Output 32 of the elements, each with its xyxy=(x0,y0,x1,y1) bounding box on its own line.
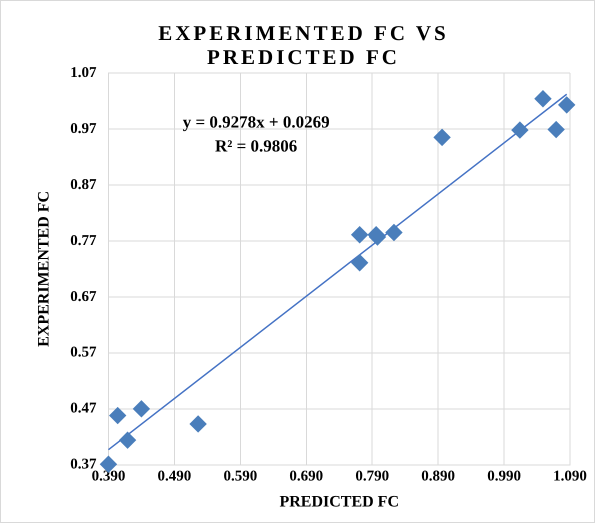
y-tick-label: 0.77 xyxy=(70,232,97,249)
x-tick-label: 1.090 xyxy=(553,468,587,485)
x-tick-label: 0.390 xyxy=(92,468,126,485)
x-axis-title: PREDICTED FC xyxy=(279,494,400,511)
point xyxy=(109,407,126,424)
y-tick-label: 0.67 xyxy=(70,288,97,305)
chart-title: EXPERIMENTED FC VS PREDICTED FC xyxy=(157,21,450,69)
x-tick-label: 0.990 xyxy=(487,468,521,485)
point xyxy=(132,400,150,418)
x-tick-label: 0.590 xyxy=(223,468,258,485)
y-tick-label: 0.97 xyxy=(70,120,97,137)
point xyxy=(385,224,402,242)
point xyxy=(351,226,368,244)
annotation: R² = 0.9806 xyxy=(214,136,298,156)
y-axis-title: EXPERIMENTED FC xyxy=(36,190,53,347)
point xyxy=(534,90,552,108)
point xyxy=(548,121,565,138)
point xyxy=(351,254,368,272)
y-tick-label: 0.47 xyxy=(70,400,97,417)
annotation: y = 0.9278x + 0.0269 xyxy=(182,112,330,132)
x-tick-label: 0.690 xyxy=(289,468,324,485)
y-tick-label: 1.07 xyxy=(70,64,97,81)
point xyxy=(434,128,451,146)
y-tick-label: 0.57 xyxy=(70,344,97,361)
point xyxy=(511,122,528,139)
x-tick-label: 0.790 xyxy=(355,468,390,485)
x-tick-label: 0.490 xyxy=(158,468,192,485)
point xyxy=(558,96,576,114)
y-tick-label: 0.87 xyxy=(70,176,97,193)
x-tick-label: 0.890 xyxy=(421,468,456,485)
point xyxy=(190,415,207,432)
point xyxy=(119,432,136,449)
